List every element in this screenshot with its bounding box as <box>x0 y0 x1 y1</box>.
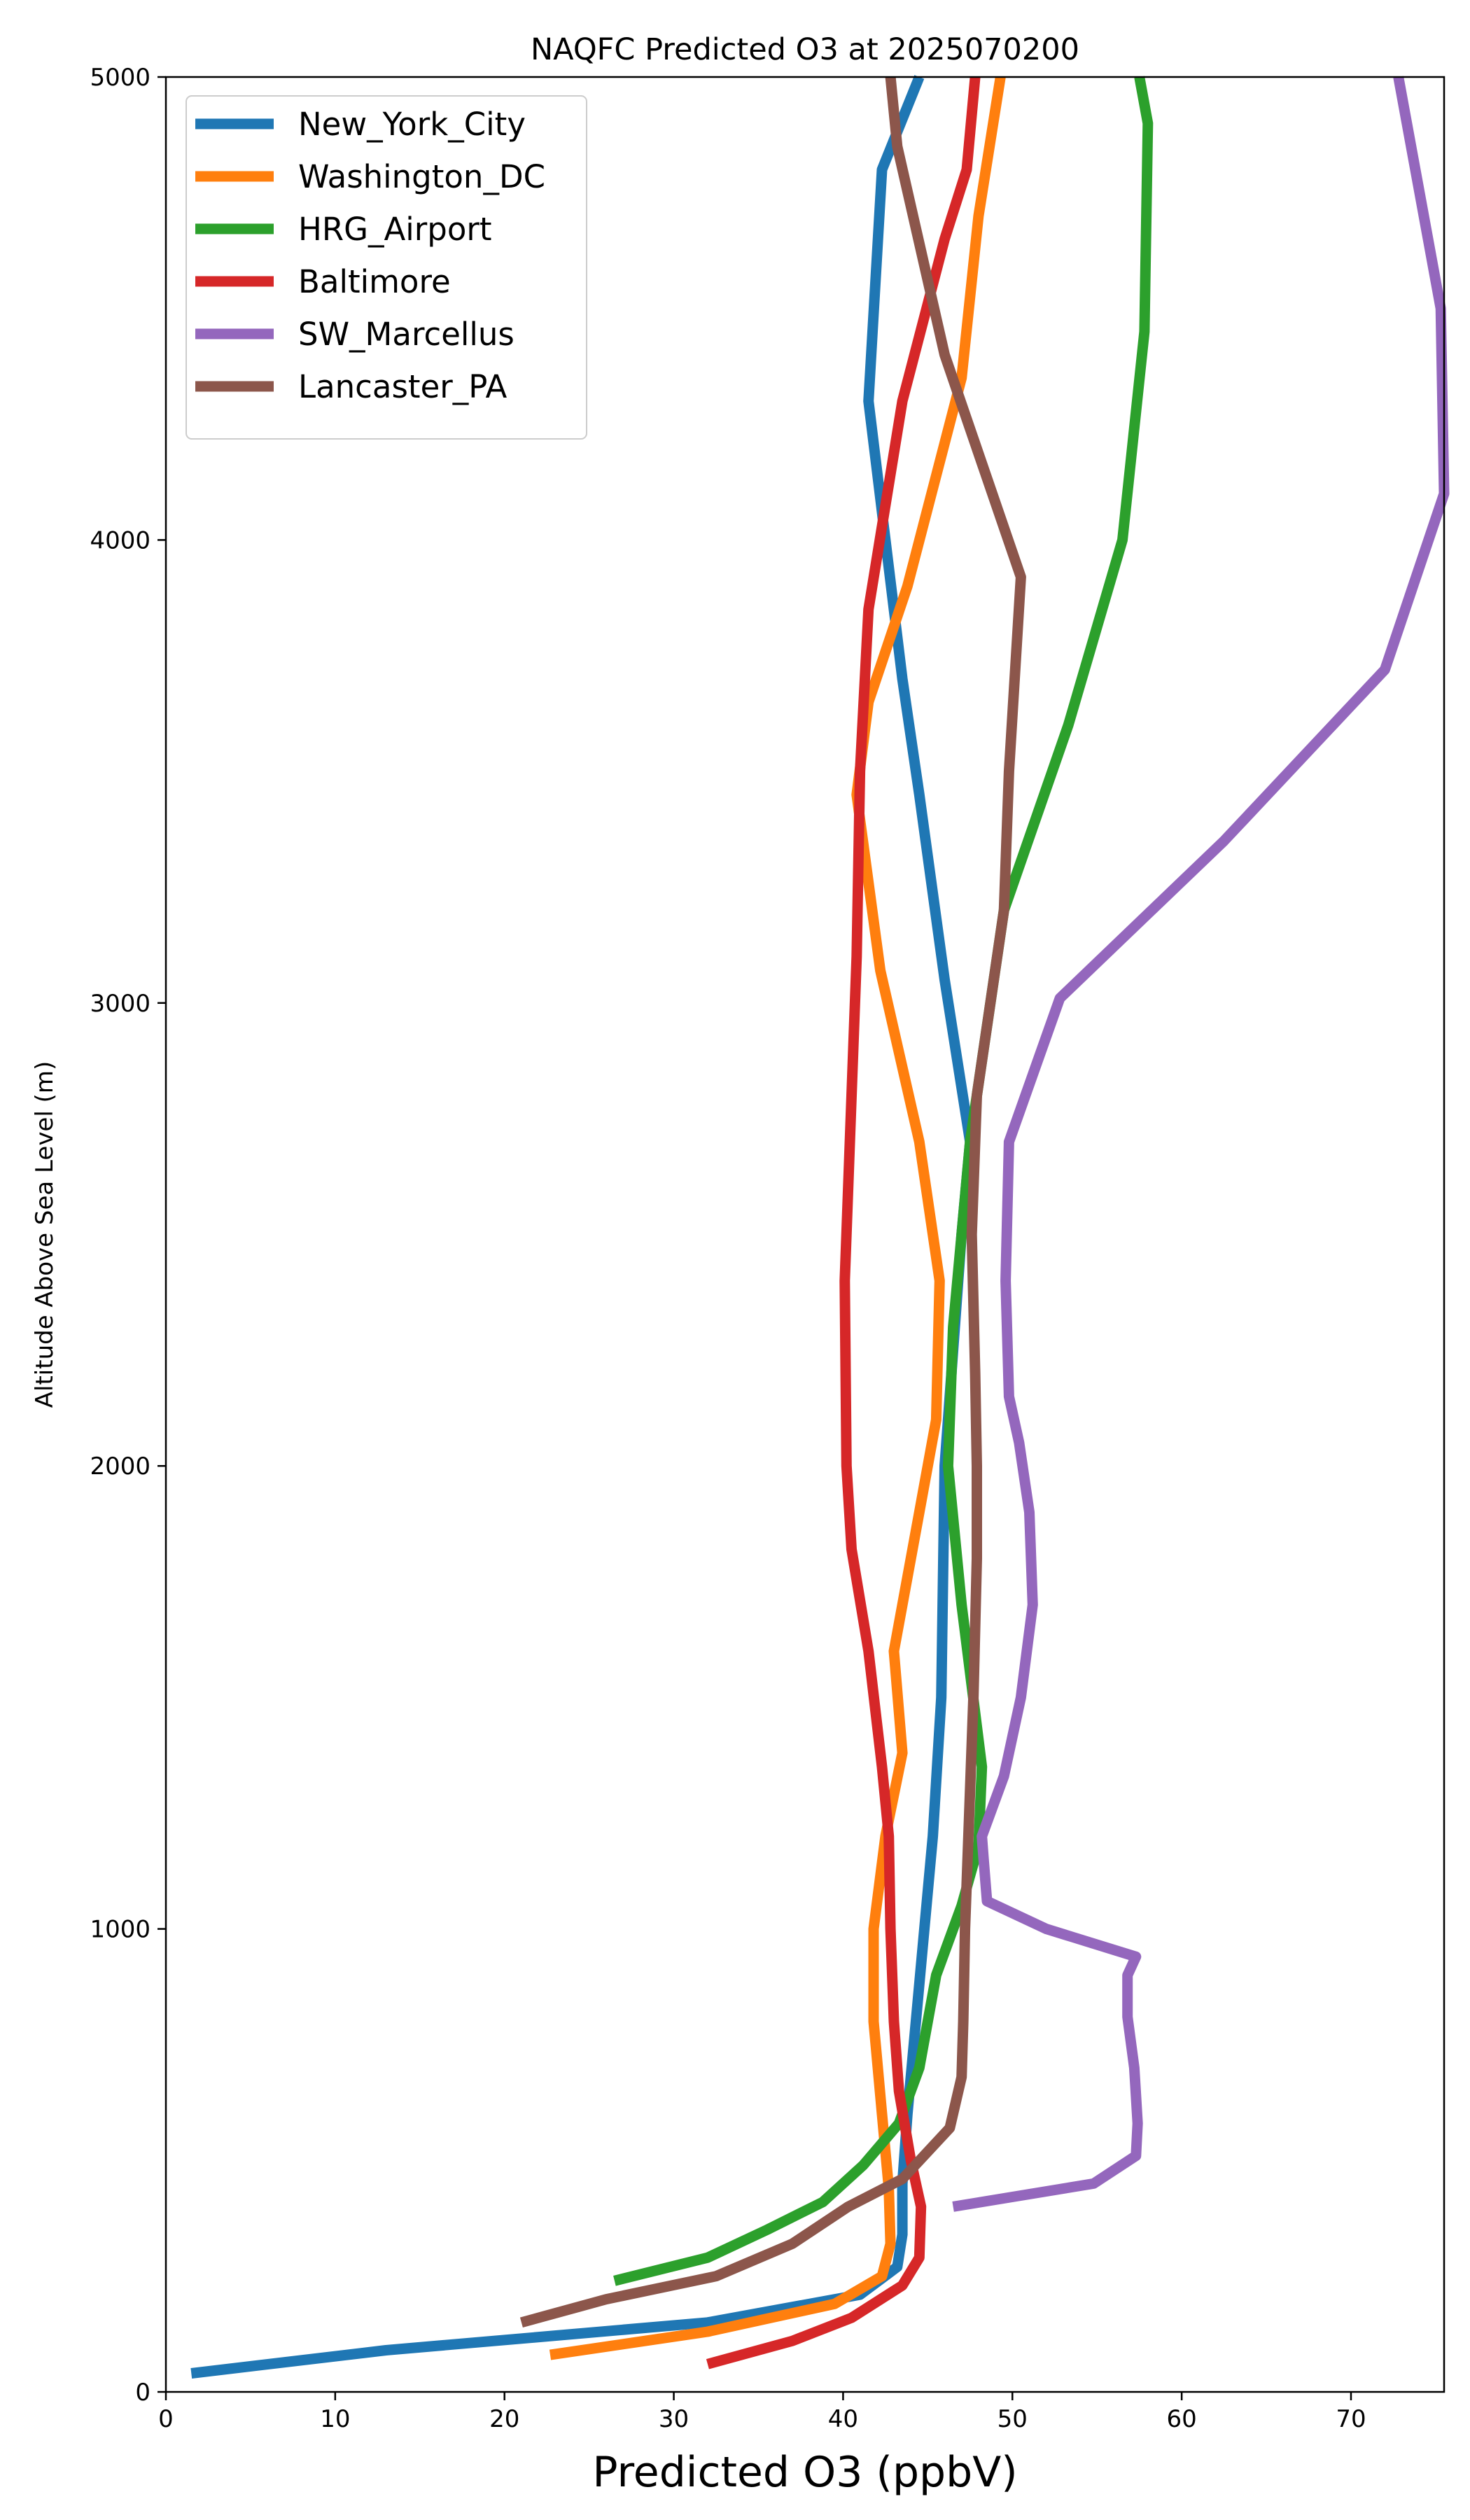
y-tick-label: 4000 <box>90 526 150 554</box>
x-tick-label: 10 <box>320 2405 350 2433</box>
chart-title: NAQFC Predicted O3 at 2025070200 <box>531 32 1079 67</box>
legend-label-lancaster-pa: Lancaster_PA <box>298 368 507 405</box>
legend-label-new-york-city: New_York_City <box>298 106 526 143</box>
series-line-hrg-airport <box>613 76 1154 2286</box>
y-tick-label: 5000 <box>90 64 150 92</box>
y-axis-label: Altitude Above Sea Level (m) <box>31 1061 59 1408</box>
x-tick-label: 70 <box>1336 2405 1366 2433</box>
y-tick-label: 3000 <box>90 990 150 1018</box>
x-tick-label: 20 <box>489 2405 519 2433</box>
series-line-lancaster-pa <box>519 76 1026 2328</box>
y-tick-label: 2000 <box>90 1452 150 1480</box>
legend-label-washington-dc: Washington_DC <box>298 158 545 195</box>
x-axis-label: Predicted O3 (ppbV) <box>592 2448 1017 2497</box>
x-tick-label: 40 <box>828 2405 858 2433</box>
x-axis: 0 10 20 30 40 50 60 70 <box>158 2392 1366 2433</box>
x-tick-label: 30 <box>659 2405 689 2433</box>
y-tick-label: 0 <box>135 2379 150 2407</box>
x-tick-label: 60 <box>1166 2405 1196 2433</box>
x-tick-label: 0 <box>158 2405 174 2433</box>
legend-label-baltimore: Baltimore <box>298 263 451 300</box>
legend-label-sw-marcellus: SW_Marcellus <box>298 316 514 353</box>
series-line-baltimore <box>706 76 981 2370</box>
y-tick-label: 1000 <box>90 1916 150 1944</box>
y-axis: 0 1000 2000 3000 4000 5000 <box>90 64 166 2407</box>
series-layer <box>190 75 1450 2379</box>
plot-frame <box>164 76 1446 2393</box>
legend: New_York_City Washington_DC HRG_Airport Bal… <box>186 95 587 440</box>
legend-box <box>186 95 587 440</box>
x-tick-label: 50 <box>997 2405 1028 2433</box>
series-line-sw-marcellus <box>952 76 1450 2212</box>
series-line-washington-dc <box>549 76 1006 2360</box>
legend-label-hrg-airport: HRG_Airport <box>298 211 492 248</box>
